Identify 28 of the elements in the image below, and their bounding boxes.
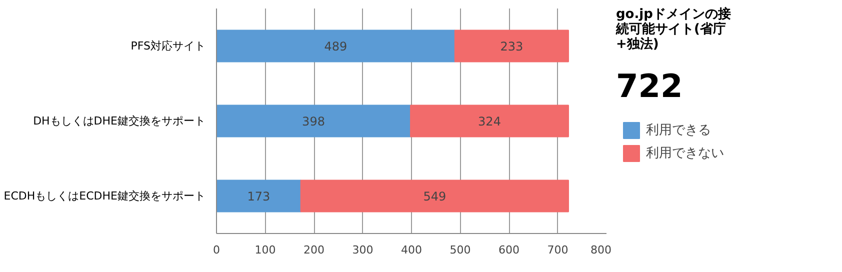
data-label: 489 bbox=[324, 40, 348, 54]
bar bbox=[300, 180, 569, 212]
legend-label: 利用できない bbox=[646, 144, 724, 162]
data-label: 398 bbox=[302, 114, 325, 128]
data-label: 549 bbox=[423, 190, 446, 204]
y-tick-label: PFS対応サイト bbox=[130, 40, 206, 52]
x-tick-label: 0 bbox=[213, 244, 220, 256]
y-tick-label: DHもしくはDHE鍵交換をサポート bbox=[33, 114, 206, 128]
x-tick-label: 100 bbox=[254, 244, 276, 256]
x-tick-label: 600 bbox=[498, 244, 520, 256]
data-label: 233 bbox=[500, 40, 524, 54]
data-label: 173 bbox=[247, 190, 270, 204]
bar bbox=[410, 104, 569, 138]
bar bbox=[454, 30, 569, 62]
x-tick-label: 500 bbox=[450, 244, 471, 256]
x-tick-label: 300 bbox=[352, 244, 374, 256]
bar bbox=[216, 30, 456, 62]
x-tick-label: 800 bbox=[590, 244, 612, 256]
x-tick-label: 700 bbox=[547, 244, 568, 256]
y-tick-label: ECDHもしくはECDHE鍵交換をサポート bbox=[4, 190, 206, 202]
bar bbox=[216, 180, 302, 212]
legend-label: 利用できる bbox=[646, 122, 711, 139]
text: 722 bbox=[616, 66, 683, 105]
data-label: 324 bbox=[478, 114, 501, 128]
text: go.jpドメインの接続可能サイト(省庁+独法) bbox=[616, 7, 732, 53]
bar bbox=[216, 104, 412, 138]
x-tick-label: 200 bbox=[304, 244, 324, 256]
x-tick-label: 400 bbox=[401, 244, 422, 256]
